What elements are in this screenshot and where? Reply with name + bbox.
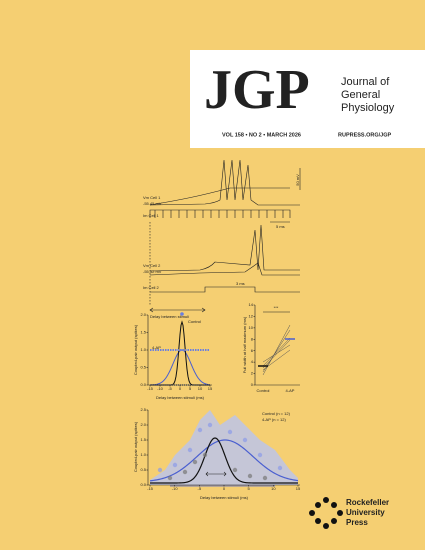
journal-name: Journal of (341, 76, 390, 88)
journal-name: Physiology (341, 102, 395, 114)
publisher-logo (309, 497, 343, 529)
trace-label: Vm Cell 2 (143, 263, 161, 268)
dot (232, 467, 238, 473)
x-tick-label: 5 (248, 486, 251, 491)
y-tick-label: 0.5 (140, 467, 146, 472)
trace-label: -55.45 mV (143, 201, 162, 206)
y-tick-label: 2.0 (140, 422, 146, 427)
journal-name: General (341, 89, 380, 101)
scale-label: 3 ms (236, 281, 245, 286)
masthead-box (190, 50, 425, 148)
y-tick-label: 1.5 (140, 330, 146, 335)
x-tick-label: -5 (198, 486, 202, 491)
publisher-name: Rockefeller (346, 498, 389, 507)
x-tick-label: 10 (271, 486, 276, 491)
y-tick-label: 1.0 (140, 452, 146, 457)
y-label: Full width at half maximum (ms) (242, 316, 247, 373)
publisher-name: University (346, 508, 385, 517)
y-tick-label: 14 (249, 302, 254, 307)
dot (262, 475, 268, 481)
x-tick-label: 0 (223, 486, 226, 491)
x-tick-label: -5 (168, 386, 172, 391)
x-tick-label: 15 (208, 386, 213, 391)
x-tick-label: -15 (147, 386, 154, 391)
series-label: Control (188, 319, 201, 324)
dot (167, 475, 173, 481)
y-tick-label: 8 (251, 336, 254, 341)
significance: *** (274, 305, 279, 310)
trace-label: Vm Cell 1 (143, 195, 161, 200)
url: RUPRESS.ORG/JGP (338, 132, 392, 138)
scale-label: 5 ms (276, 224, 285, 229)
y-tick-label: 0 (251, 382, 254, 387)
dot (192, 459, 198, 465)
x-tick-label: 5 (189, 386, 192, 391)
y-tick-label: 2 (251, 371, 254, 376)
legend-entry: Control (n = 12) (262, 411, 291, 416)
y-tick-label: 6 (251, 348, 254, 353)
x-tick-label: 15 (296, 486, 301, 491)
logo: JGP (204, 59, 310, 121)
y-tick-label: 0.5 (140, 365, 146, 370)
trace-label: Im Cell 1 (143, 213, 160, 218)
y-label: Coupled-pair output (spikes) (133, 421, 138, 472)
y-tick-label: 10 (249, 325, 254, 330)
dot (207, 422, 213, 428)
dot (277, 465, 283, 471)
x-tick-label: -10 (157, 386, 164, 391)
dot (247, 473, 253, 479)
population-chart (147, 410, 300, 487)
trace-panel (149, 159, 301, 313)
scale-label: 50 mV (295, 174, 300, 186)
y-tick-label: 0.0 (140, 382, 146, 387)
category-label: Control (257, 388, 270, 393)
x-tick-label: -15 (147, 486, 154, 491)
y-tick-label: 2.0 (140, 312, 146, 317)
dot (182, 469, 188, 475)
dot (157, 467, 163, 473)
y-tick-label: 2.5 (140, 407, 146, 412)
category-label: 4-AP (286, 388, 295, 393)
dot (242, 437, 248, 443)
width-chart (254, 305, 300, 386)
x-label: Delay between stimuli (ms) (200, 495, 249, 500)
x-tick-label: -10 (172, 486, 179, 491)
y-tick-label: 4 (251, 359, 254, 364)
dot (197, 427, 203, 433)
x-tick-label: 0 (179, 386, 182, 391)
trace-label: Im Cell 2 (143, 285, 160, 290)
legend-entry: 4-AP (n = 12) (262, 417, 286, 422)
dot (257, 452, 263, 458)
dot (227, 429, 233, 435)
y-tick-label: 12 (249, 313, 254, 318)
dot (187, 447, 193, 453)
x-tick-label: 10 (198, 386, 203, 391)
publisher-name: Press (346, 518, 368, 527)
trace-label: -55.52 mV (143, 269, 162, 274)
y-tick-label: 1.5 (140, 437, 146, 442)
y-tick-label: 1.0 (140, 347, 146, 352)
delay-label: Delay between stimuli (150, 314, 189, 319)
x-label: Delay between stimuli (ms) (156, 395, 205, 400)
y-label: Coupled-pair output (spikes) (133, 324, 138, 375)
y-tick-label: 0.0 (140, 482, 146, 487)
series-label: 4-AP (152, 345, 161, 350)
dot (172, 462, 178, 468)
issue: VOL 158 • NO 2 • MARCH 2026 (222, 132, 301, 138)
dot (202, 452, 208, 458)
